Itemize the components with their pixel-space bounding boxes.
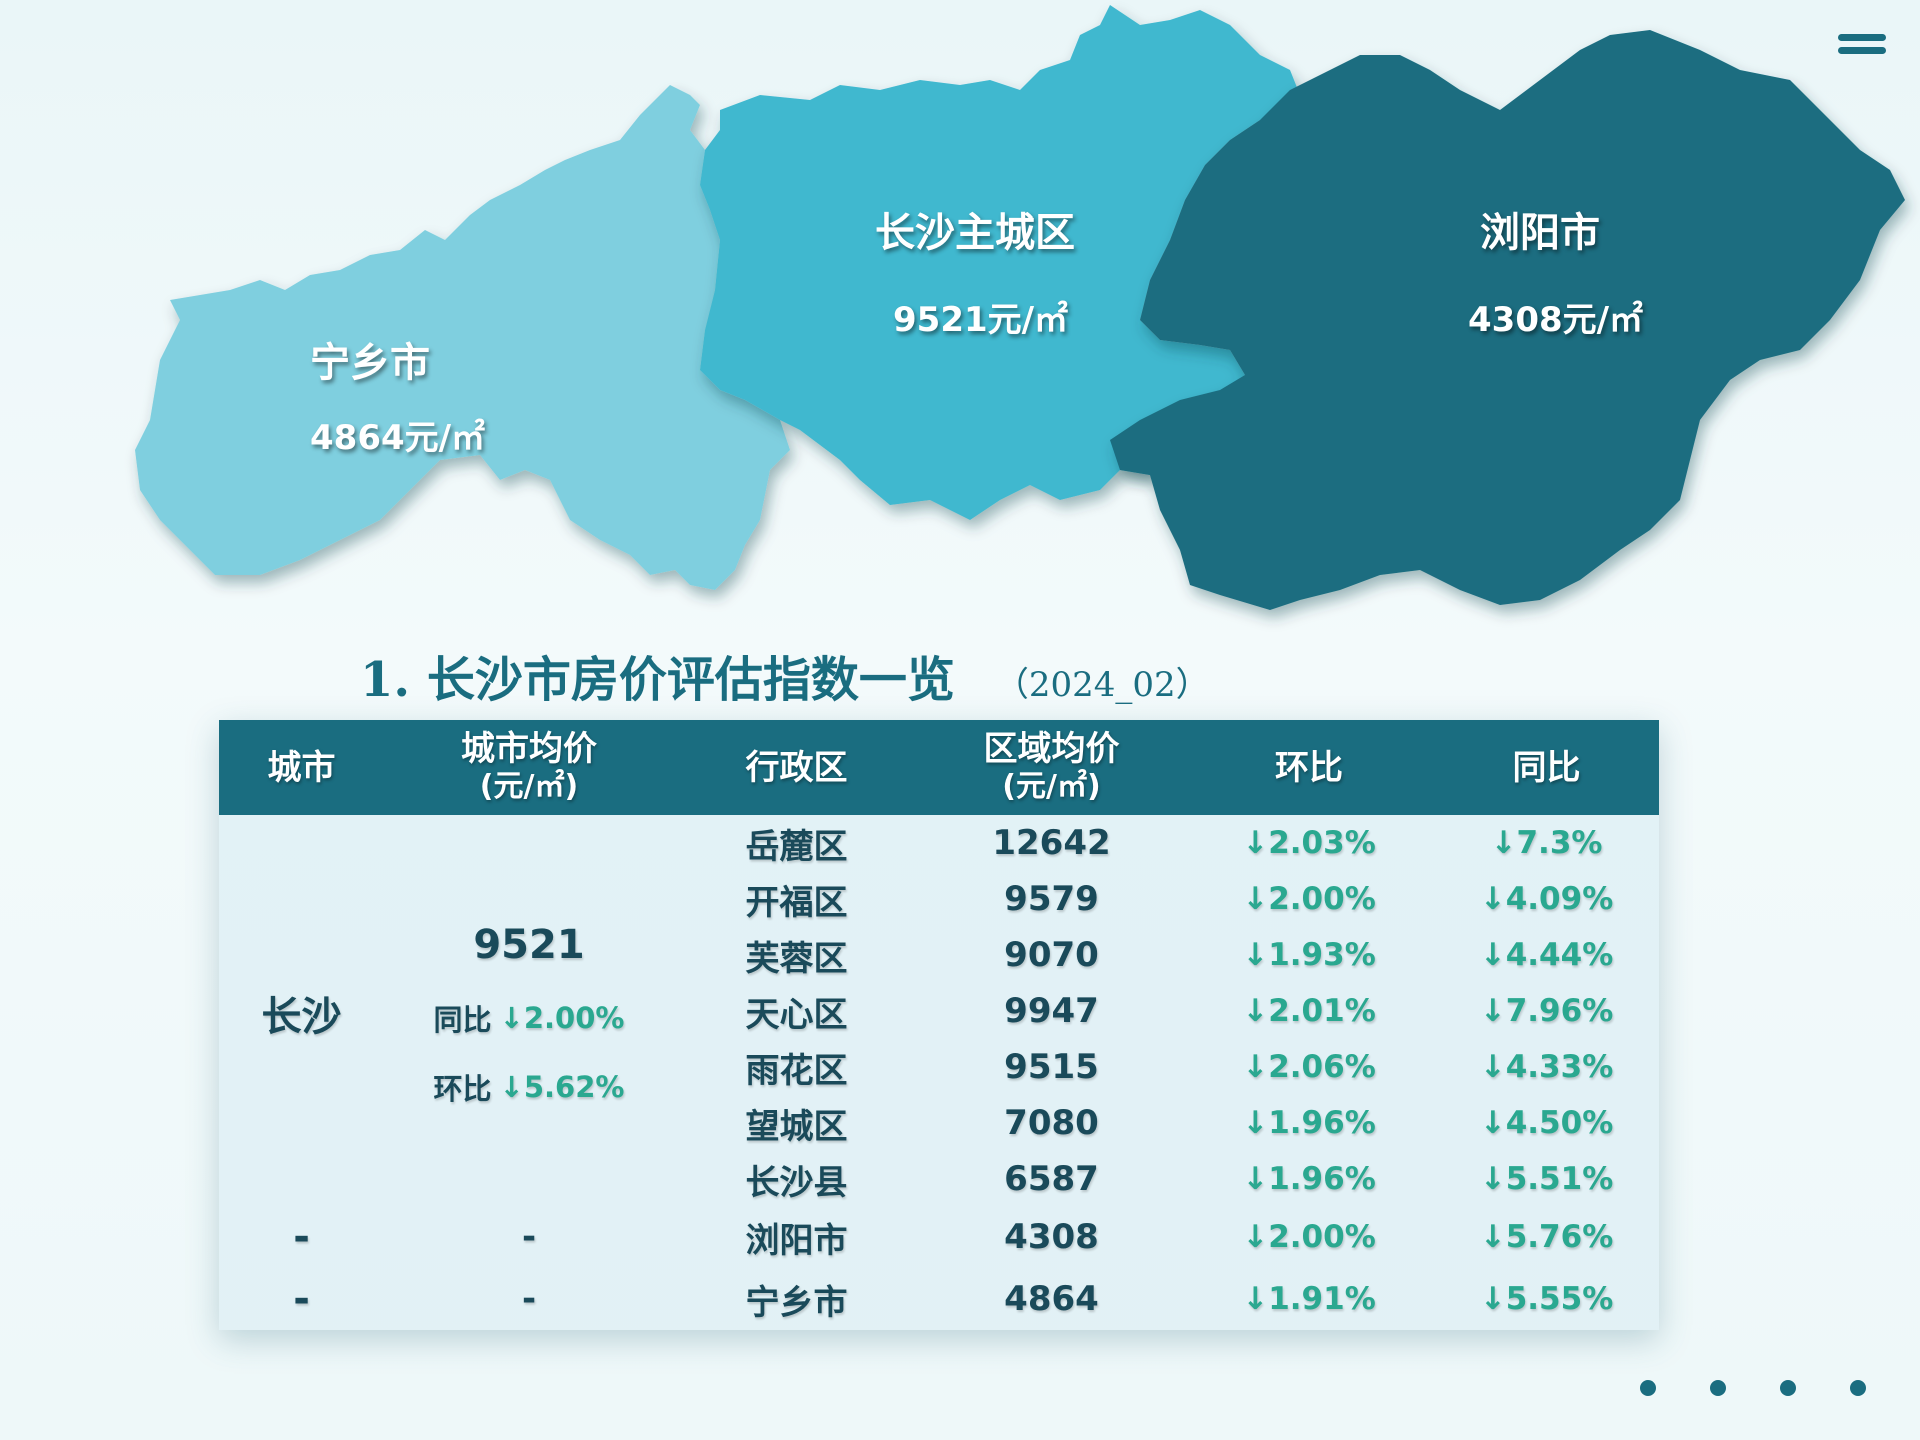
cell-yoy: ↓7.96% bbox=[1479, 993, 1614, 1029]
map-label-liuyang-price: 4308元/㎡ bbox=[1468, 300, 1644, 340]
cell-district: 开福区 bbox=[745, 882, 848, 923]
cell-district: 浏阳市 bbox=[745, 1220, 848, 1261]
map-label-ningxiang-name: 宁乡市 bbox=[310, 340, 430, 386]
cell-mom: ↓1.91% bbox=[1242, 1281, 1376, 1317]
cell-district-price: 9515 bbox=[1004, 1047, 1099, 1087]
cell-district: 雨花区 bbox=[745, 1050, 848, 1091]
cell-city-avg: - bbox=[521, 1217, 537, 1257]
cell-district-price: 4864 bbox=[1004, 1279, 1099, 1319]
cell-city-avg-changsha: 9521 bbox=[473, 922, 585, 968]
map-region-ningxiang[interactable] bbox=[135, 85, 790, 590]
cell-district: 岳麓区 bbox=[745, 826, 848, 867]
cell-mom: ↓1.93% bbox=[1242, 937, 1376, 973]
cell-mom: ↓2.03% bbox=[1242, 825, 1376, 861]
cell-district-price: 9070 bbox=[1004, 935, 1099, 975]
cell-yoy: ↓7.3% bbox=[1490, 825, 1603, 861]
cell-mom: ↓2.00% bbox=[1242, 1219, 1376, 1255]
table-header: 城市 城市均价 (元/㎡) 行政区 区域均价 (元/㎡) 环比 同比 bbox=[219, 720, 1659, 815]
cell-mom: ↓1.96% bbox=[1242, 1161, 1376, 1197]
page-dot[interactable] bbox=[1850, 1380, 1866, 1396]
cell-mom: ↓2.00% bbox=[1242, 881, 1376, 917]
cell-district: 长沙县 bbox=[745, 1162, 848, 1203]
cell-district-price: 6587 bbox=[1004, 1159, 1099, 1199]
cell-mom: ↓2.06% bbox=[1242, 1049, 1376, 1085]
cell-yoy: ↓5.55% bbox=[1479, 1281, 1614, 1317]
header-district-avg: 区域均价 (元/㎡) bbox=[983, 728, 1120, 804]
header-yoy: 同比 bbox=[1512, 747, 1581, 788]
cell-district: 天心区 bbox=[745, 994, 848, 1035]
cell-district: 望城区 bbox=[745, 1106, 848, 1147]
cell-yoy: ↓4.44% bbox=[1479, 937, 1614, 973]
map-region-liuyang[interactable] bbox=[1110, 30, 1905, 610]
cell-district-price: 9579 bbox=[1004, 879, 1099, 919]
cell-district-price: 9947 bbox=[1004, 991, 1099, 1031]
cell-district-price: 7080 bbox=[1004, 1103, 1099, 1143]
region-map bbox=[135, 5, 1905, 610]
cell-yoy: ↓4.33% bbox=[1479, 1049, 1614, 1085]
header-city: 城市 bbox=[267, 747, 336, 788]
map-label-changsha-main-price: 9521元/㎡ bbox=[893, 300, 1069, 340]
map-label-ningxiang-price: 4864元/㎡ bbox=[310, 418, 486, 458]
page-title: 1. 长沙市房价评估指数一览 （2024_02） bbox=[360, 640, 1210, 720]
cell-city: - bbox=[293, 1214, 310, 1260]
cell-yoy: ↓5.51% bbox=[1479, 1161, 1614, 1197]
header-district: 行政区 bbox=[745, 747, 848, 788]
cell-district: 宁乡市 bbox=[745, 1282, 848, 1323]
hamburger-menu-icon[interactable] bbox=[1838, 34, 1886, 56]
cell-city-changsha: 长沙 bbox=[261, 993, 342, 1040]
cell-yoy: ↓4.50% bbox=[1479, 1105, 1614, 1141]
map-label-liuyang-name: 浏阳市 bbox=[1480, 210, 1600, 256]
map-region-changsha-main[interactable] bbox=[700, 5, 1300, 520]
page-title-main: 1. 长沙市房价评估指数一览 bbox=[360, 652, 955, 708]
cell-district-price: 4308 bbox=[1004, 1217, 1099, 1257]
cell-mom: ↓2.01% bbox=[1242, 993, 1376, 1029]
header-mom: 环比 bbox=[1275, 747, 1343, 788]
header-city-avg: 城市均价 (元/㎡) bbox=[461, 728, 597, 804]
cell-district-price: 12642 bbox=[992, 823, 1111, 863]
city-mom-stat: 环比 ↓5.62% bbox=[433, 1070, 625, 1106]
cell-district: 芙蓉区 bbox=[745, 938, 848, 979]
page-dot[interactable] bbox=[1780, 1380, 1796, 1396]
cell-city-avg: - bbox=[521, 1279, 537, 1319]
page-title-period: （2024_02） bbox=[994, 665, 1210, 705]
cell-mom: ↓1.96% bbox=[1242, 1105, 1376, 1141]
cell-city: - bbox=[293, 1276, 310, 1322]
city-yoy-stat: 同比 ↓2.00% bbox=[433, 1001, 625, 1037]
page-dot[interactable] bbox=[1710, 1380, 1726, 1396]
price-index-table: 城市 城市均价 (元/㎡) 行政区 区域均价 (元/㎡) 环比 同比 长沙 95… bbox=[219, 720, 1659, 1330]
map-label-changsha-main-name: 长沙主城区 bbox=[875, 210, 1075, 256]
cell-yoy: ↓5.76% bbox=[1479, 1219, 1614, 1255]
page-dot[interactable] bbox=[1640, 1380, 1656, 1396]
cell-yoy: ↓4.09% bbox=[1479, 881, 1614, 917]
